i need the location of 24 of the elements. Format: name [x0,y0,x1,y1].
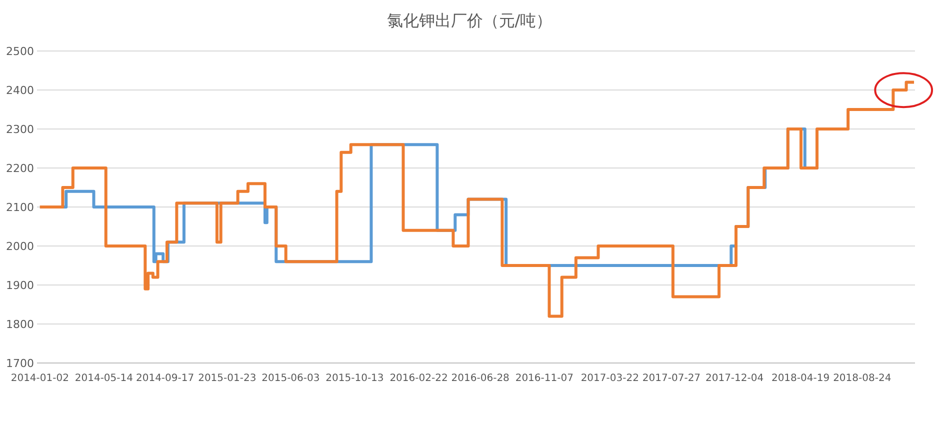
y-tick-label: 2200 [6,162,34,175]
x-tick-label: 2017-12-04 [705,373,764,384]
y-tick-label: 2100 [6,200,34,214]
y-tick-label: 1800 [6,318,34,331]
x-tick-label: 2016-02-22 [390,373,448,384]
x-tick-label: 2017-07-27 [642,373,701,384]
y-tick-label: 2000 [6,240,34,253]
x-tick-label: 2014-09-17 [136,373,194,384]
y-tick-label: 2400 [6,84,34,97]
x-tick-label: 2018-04-19 [771,373,830,384]
x-tick-label: 2017-03-22 [580,373,639,384]
y-tick-label: 2500 [6,44,34,58]
chart-title: 氯化钾出厂价（元/吨） [386,11,552,30]
x-tick-label: 2015-01-23 [198,373,256,384]
x-tick-label: 2016-06-28 [451,373,510,384]
y-tick-label: 2300 [6,122,34,136]
x-tick-label: 2015-10-13 [326,373,384,384]
x-tick-label: 2014-01-02 [10,373,69,384]
x-tick-label: 2015-06-03 [262,373,320,384]
y-tick-label: 1700 [6,356,34,370]
x-tick-label: 2016-11-07 [515,373,574,384]
x-tick-label: 2018-08-24 [833,373,892,384]
x-tick-label: 2014-05-14 [74,373,134,384]
y-tick-label: 1900 [6,278,34,292]
